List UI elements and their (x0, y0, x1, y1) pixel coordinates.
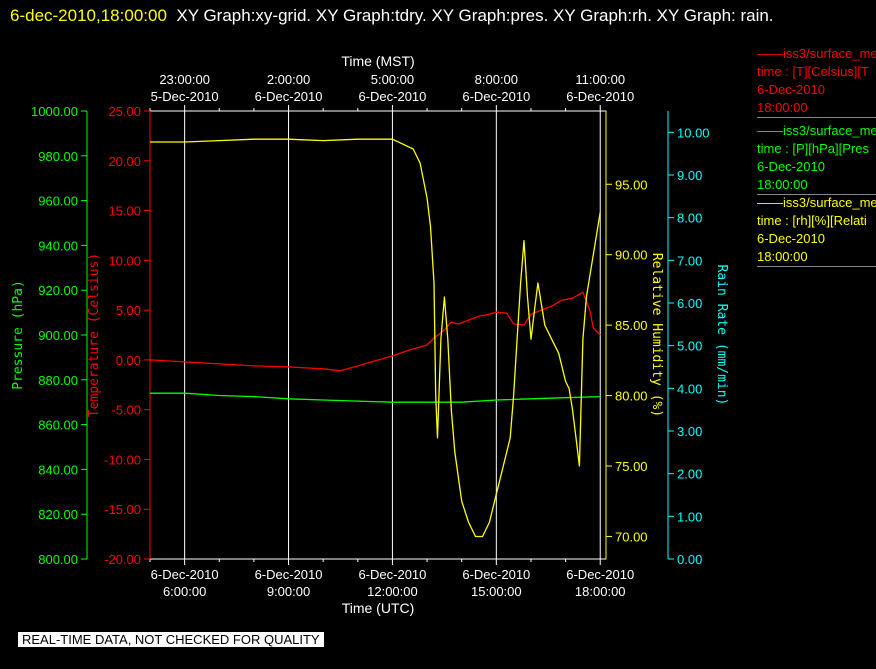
y-tick-label-temp: 5.00 (116, 303, 141, 318)
y-axis-title-rh: Relative Humidity (%) (649, 253, 664, 417)
legend-series-var: time : [T][Celsius][T (757, 64, 869, 79)
chart-title: 6-dec-2010,18:00:00 XY Graph:xy-grid. XY… (10, 2, 860, 29)
y-tick-label-pres: 880.00 (38, 373, 78, 388)
y-tick-label-temp: -20.00 (104, 552, 141, 567)
x-tick-label-date: 6-Dec-2010 (462, 567, 530, 582)
x-top-tick-label-date: 6-Dec-2010 (255, 89, 323, 104)
y-tick-label-rain: 0.00 (677, 552, 702, 567)
y-tick-label-pres: 820.00 (38, 507, 78, 522)
y-tick-label-rh: 85.00 (615, 318, 648, 333)
x-tick-label-time: 18:00:00 (575, 584, 626, 599)
x-top-tick-label-date: 6-Dec-2010 (566, 89, 634, 104)
x-top-tick-label-date: 6-Dec-2010 (462, 89, 530, 104)
y-tick-label-temp: -5.00 (111, 403, 141, 418)
y-tick-label-temp: 15.00 (108, 204, 141, 219)
y-tick-label-pres: 860.00 (38, 418, 78, 433)
y-tick-label-temp: 25.00 (108, 104, 141, 119)
legend-series-name: ——iss3/surface_me (757, 46, 876, 61)
y-tick-label-pres: 940.00 (38, 238, 78, 253)
y-tick-label-rain: 10.00 (677, 125, 710, 140)
x-axis-title-top: Time (MST) (341, 53, 414, 69)
series-line-temp (149, 291, 601, 372)
legend-series-var: time : [rh][%][Relati (757, 213, 867, 228)
y-tick-label-temp: 20.00 (108, 154, 141, 169)
y-axis-title-temp: Temperature (Celsius) (87, 253, 102, 417)
x-top-tick-label-time: 2:00:00 (267, 72, 310, 87)
y-tick-label-rain: 2.00 (677, 467, 702, 482)
y-tick-label-rh: 80.00 (615, 389, 648, 404)
x-top-tick-label-time: 23:00:00 (159, 72, 210, 87)
legend-series-var: time : [P][hPa][Pres (757, 141, 869, 156)
y-tick-label-pres: 800.00 (38, 552, 78, 567)
y-tick-label-rh: 95.00 (615, 177, 648, 192)
x-top-tick-label-time: 8:00:00 (475, 72, 518, 87)
y-tick-label-rain: 1.00 (677, 509, 702, 524)
y-tick-label-rain: 4.00 (677, 381, 702, 396)
y-tick-label-pres: 920.00 (38, 283, 78, 298)
x-tick-label-time: 12:00:00 (367, 584, 418, 599)
series-line-rh (150, 138, 601, 538)
quality-warning-banner: REAL-TIME DATA, NOT CHECKED FOR QUALITY (18, 632, 324, 647)
plot-frame (149, 110, 607, 560)
y-tick-label-rain: 7.00 (677, 253, 702, 268)
legend-entry-pressure[interactable]: ——iss3/surface_me time : [P][hPa][Pres 6… (757, 122, 876, 195)
y-tick-label-pres: 840.00 (38, 462, 78, 477)
x-tick-label-date: 6-Dec-2010 (566, 567, 634, 582)
x-tick-label-date: 6-Dec-2010 (151, 567, 219, 582)
x-tick-label-date: 6-Dec-2010 (358, 567, 426, 582)
y-tick-label-rain: 5.00 (677, 339, 702, 354)
y-tick-label-rain: 6.00 (677, 296, 702, 311)
legend-entry-temperature[interactable]: ——iss3/surface_me time : [T][Celsius][T … (757, 45, 876, 118)
legend-series-date: 6-Dec-2010 (757, 159, 825, 174)
legend-series-date: 6-Dec-2010 (757, 231, 825, 246)
y-tick-label-temp: -15.00 (104, 502, 141, 517)
y-tick-label-pres: 980.00 (38, 149, 78, 164)
title-date: 6-dec-2010,18:00:00 (10, 6, 167, 25)
legend-entry-humidity[interactable]: ——iss3/surface_me time : [rh][%][Relati … (757, 194, 876, 267)
y-tick-label-rain: 3.00 (677, 424, 702, 439)
x-top-tick-label-date: 5-Dec-2010 (151, 89, 219, 104)
legend-series-date: 6-Dec-2010 (757, 82, 825, 97)
x-top-tick-label-time: 11:00:00 (575, 72, 625, 87)
y-tick-label-rain: 9.00 (677, 168, 702, 183)
legend-series-time: 18:00:00 (757, 100, 808, 115)
x-tick-label-time: 9:00:00 (267, 584, 310, 599)
y-tick-label-pres: 900.00 (38, 328, 78, 343)
y-axis-title-pres: Pressure (hPa) (11, 280, 26, 390)
x-tick-label-date: 6-Dec-2010 (255, 567, 323, 582)
title-graphs: XY Graph:xy-grid. XY Graph:tdry. XY Grap… (176, 6, 774, 25)
legend-series-time: 18:00:00 (757, 177, 808, 192)
x-tick-label-time: 6:00:00 (163, 584, 206, 599)
series-line-pres (150, 392, 601, 403)
y-tick-label-temp: 0.00 (116, 353, 141, 368)
x-top-tick-label-date: 6-Dec-2010 (358, 89, 426, 104)
legend-series-name: ——iss3/surface_me (757, 195, 876, 210)
y-tick-label-pres: 1000.00 (31, 104, 78, 119)
x-tick-label-time: 15:00:00 (471, 584, 522, 599)
y-tick-label-rh: 75.00 (615, 459, 648, 474)
y-tick-label-temp: -10.00 (104, 452, 141, 467)
x-axis-title-bottom: Time (UTC) (342, 600, 415, 616)
y-axis-title-rain: Rain Rate (mm/min) (714, 265, 729, 406)
y-tick-label-rain: 8.00 (677, 211, 702, 226)
y-tick-label-pres: 960.00 (38, 194, 78, 209)
legend-series-name: ——iss3/surface_me (757, 123, 876, 138)
x-top-tick-label-time: 5:00:00 (371, 72, 414, 87)
legend-series-time: 18:00:00 (757, 249, 808, 264)
y-tick-label-rh: 90.00 (615, 248, 648, 263)
y-tick-label-rh: 70.00 (615, 529, 648, 544)
y-tick-label-temp: 10.00 (108, 253, 141, 268)
